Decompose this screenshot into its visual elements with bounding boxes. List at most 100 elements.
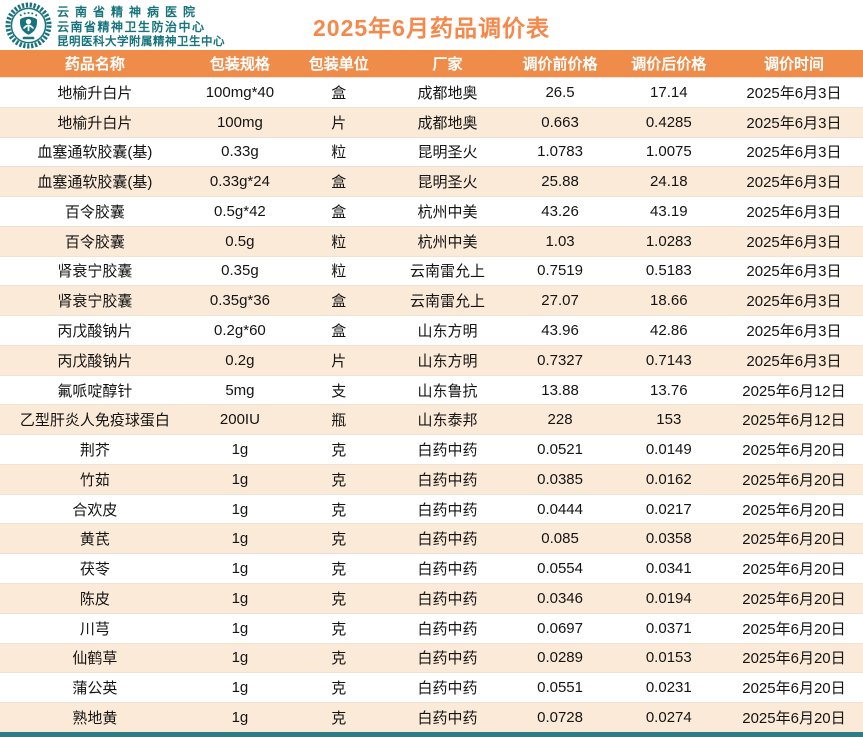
cell-price-before: 0.663 [507, 106, 613, 138]
cell-price-after: 0.0162 [612, 463, 725, 495]
cell-pack-spec: 1g [189, 523, 290, 554]
cell-price-after: 13.76 [612, 374, 725, 405]
cell-pack-spec: 0.5g [189, 225, 290, 257]
cell-price-after: 1.0075 [612, 136, 725, 167]
cell-price-after: 0.0358 [612, 523, 725, 554]
price-table: 药品名称 包装规格 包装单位 厂家 调价前价格 调价后价格 调价时间 地榆升白片… [0, 50, 863, 733]
cell-manufacturer: 白药中药 [387, 553, 508, 584]
cell-manufacturer: 云南雷允上 [387, 285, 508, 316]
cell-adjust-date: 2025年6月20日 [724, 672, 863, 703]
column-header-pack-unit: 包装单位 [289, 50, 388, 78]
cell-price-after: 42.86 [612, 315, 725, 346]
cell-price-after: 18.66 [612, 285, 725, 316]
cell-manufacturer: 杭州中美 [387, 196, 508, 227]
cell-price-after: 153 [612, 404, 725, 435]
cell-manufacturer: 云南雷允上 [387, 255, 508, 286]
cell-drug-name: 血塞通软胶囊(基) [0, 166, 190, 197]
cell-price-after: 0.4285 [612, 106, 725, 138]
cell-drug-name: 肾衰宁胶囊 [0, 255, 190, 286]
cell-pack-spec: 1g [189, 702, 290, 733]
table-header-row: 药品名称 包装规格 包装单位 厂家 调价前价格 调价后价格 调价时间 [0, 50, 863, 78]
table-row: 血塞通软胶囊(基) 0.33g 粒昆明圣火 1.0783 1.0075 2025年6月3日 [0, 136, 863, 167]
cell-drug-name: 乙型肝炎人免疫球蛋白 [0, 404, 190, 435]
table-row: 竹茹 1g 克白药中药 0.0385 0.0162 2025年6月20日 [0, 463, 863, 495]
cell-drug-name: 竹茹 [0, 463, 190, 495]
cell-price-after: 17.14 [612, 77, 725, 108]
cell-drug-name: 川芎 [0, 612, 190, 644]
cell-pack-unit: 盒 [289, 166, 388, 197]
cell-price-before: 0.0728 [507, 702, 613, 733]
cell-manufacturer: 杭州中美 [387, 225, 508, 257]
cell-manufacturer: 山东鲁抗 [387, 374, 508, 405]
cell-pack-unit: 盒 [289, 285, 388, 316]
cell-price-after: 24.18 [612, 166, 725, 197]
cell-pack-unit: 克 [289, 523, 388, 554]
cell-price-before: 0.0521 [507, 434, 613, 465]
cell-pack-spec: 0.35g [189, 255, 290, 286]
cell-pack-unit: 克 [289, 493, 388, 524]
cell-pack-spec: 1g [189, 463, 290, 495]
cell-adjust-date: 2025年6月20日 [724, 434, 863, 465]
cell-price-after: 0.0194 [612, 583, 725, 614]
cell-price-before: 0.085 [507, 523, 613, 554]
cell-manufacturer: 山东方明 [387, 344, 508, 376]
cell-pack-spec: 0.35g*36 [189, 285, 290, 316]
cell-pack-spec: 200IU [189, 404, 290, 435]
org-name-block: 云南省精神病医院 云南省精神卫生防治中心 昆明医科大学附属精神卫生中心 [57, 2, 225, 50]
cell-price-before: 0.0554 [507, 553, 613, 584]
cell-adjust-date: 2025年6月20日 [724, 642, 863, 673]
cell-pack-unit: 支 [289, 374, 388, 405]
cell-pack-spec: 0.2g*60 [189, 315, 290, 346]
cell-adjust-date: 2025年6月3日 [724, 225, 863, 257]
cell-adjust-date: 2025年6月3日 [724, 106, 863, 138]
cell-manufacturer: 昆明圣火 [387, 166, 508, 197]
cell-price-after: 0.0231 [612, 672, 725, 703]
cell-pack-spec: 100mg [189, 106, 290, 138]
org-name-line1: 云南省精神病医院 [57, 5, 202, 19]
cell-adjust-date: 2025年6月3日 [724, 196, 863, 227]
column-header-price-after: 调价后价格 [612, 50, 725, 78]
cell-pack-spec: 1g [189, 642, 290, 673]
cell-adjust-date: 2025年6月3日 [724, 315, 863, 346]
cell-price-after: 43.19 [612, 196, 725, 227]
cell-pack-spec: 0.2g [189, 344, 290, 376]
page-title: 2025年6月药品调价表 [313, 15, 550, 41]
cell-adjust-date: 2025年6月3日 [724, 166, 863, 197]
cell-pack-unit: 克 [289, 553, 388, 584]
cell-drug-name: 合欢皮 [0, 493, 190, 524]
cell-price-after: 0.7143 [612, 344, 725, 376]
cell-pack-unit: 粒 [289, 225, 388, 257]
cell-pack-spec: 5mg [189, 374, 290, 405]
cell-pack-spec: 0.33g [189, 136, 290, 167]
cell-drug-name: 丙戊酸钠片 [0, 315, 190, 346]
table-row: 肾衰宁胶囊 0.35g 粒云南雷允上 0.7519 0.5183 2025年6月3日 [0, 255, 863, 286]
cell-price-before: 27.07 [507, 285, 613, 316]
cell-adjust-date: 2025年6月20日 [724, 463, 863, 495]
cell-adjust-date: 2025年6月12日 [724, 404, 863, 435]
column-header-drug-name: 药品名称 [0, 50, 190, 78]
cell-price-before: 43.26 [507, 196, 613, 227]
cell-adjust-date: 2025年6月3日 [724, 136, 863, 167]
cell-pack-spec: 0.5g*42 [189, 196, 290, 227]
cell-drug-name: 百令胶囊 [0, 225, 190, 257]
cell-price-before: 1.03 [507, 225, 613, 257]
cell-drug-name: 地榆升白片 [0, 106, 190, 138]
cell-drug-name: 仙鹤草 [0, 642, 190, 673]
cell-price-after: 0.0274 [612, 702, 725, 733]
hospital-logo: 云南省精神病医院 云南省精神卫生防治中心 昆明医科大学附属精神卫生中心 [5, 2, 225, 54]
org-name-line2: 云南省精神卫生防治中心 [57, 20, 206, 34]
table-row: 丙戊酸钠片 0.2g*60 盒山东方明 43.96 42.86 2025年6月3日 [0, 315, 863, 346]
column-header-price-before: 调价前价格 [507, 50, 613, 78]
cell-price-before: 0.0444 [507, 493, 613, 524]
page-header: 云南省精神病医院 云南省精神卫生防治中心 昆明医科大学附属精神卫生中心 2025… [0, 0, 863, 50]
cell-price-after: 0.5183 [612, 255, 725, 286]
table-row: 荆芥 1g 克白药中药 0.0521 0.0149 2025年6月20日 [0, 434, 863, 465]
cell-pack-spec: 1g [189, 553, 290, 584]
cell-drug-name: 蒲公英 [0, 672, 190, 703]
cell-price-before: 0.0289 [507, 642, 613, 673]
column-header-pack-spec: 包装规格 [189, 50, 290, 78]
cell-pack-unit: 粒 [289, 136, 388, 167]
cell-drug-name: 熟地黄 [0, 702, 190, 733]
table-row: 川芎 1g 克白药中药 0.0697 0.0371 2025年6月20日 [0, 612, 863, 644]
